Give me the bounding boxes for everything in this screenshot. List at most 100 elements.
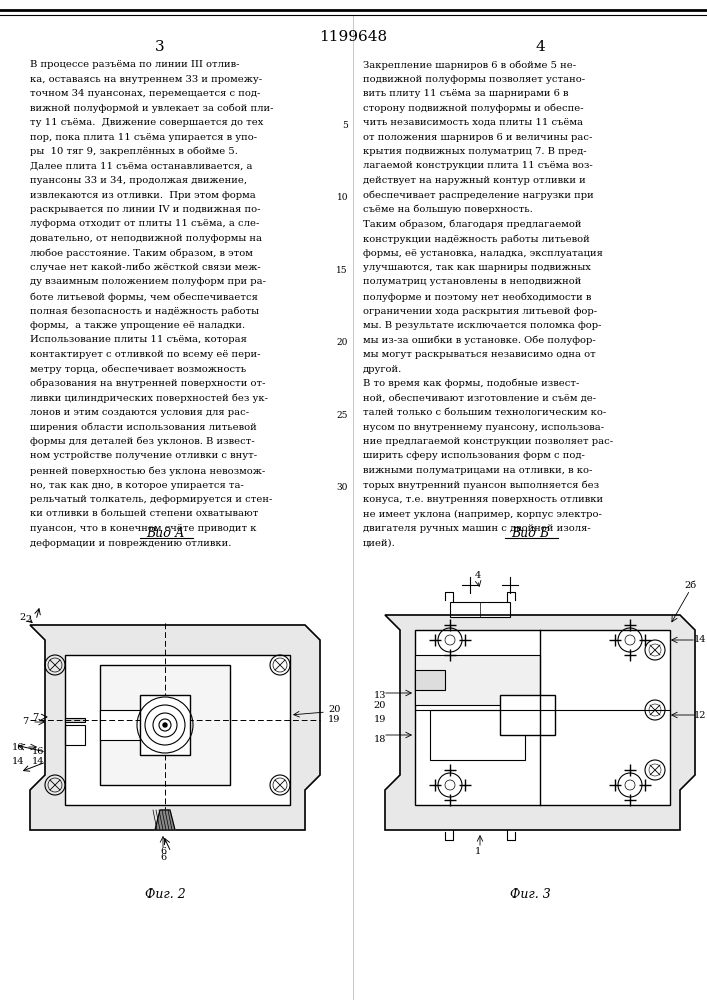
- Bar: [140, 695, 190, 755]
- Text: 6: 6: [160, 852, 166, 861]
- Text: но, так как дно, в которое упирается та-: но, так как дно, в которое упирается та-: [30, 481, 244, 489]
- Text: луформа отходит от плиты 11 съёма, а сле-: луформа отходит от плиты 11 съёма, а сле…: [30, 220, 259, 229]
- Polygon shape: [30, 625, 320, 830]
- Text: чить независимость хода плиты 11 съёма: чить независимость хода плиты 11 съёма: [363, 118, 583, 127]
- Text: нусом по внутреннему пуансону, использова-: нусом по внутреннему пуансону, использов…: [363, 422, 604, 432]
- Text: рельчатый толкатель, деформируется и стен-: рельчатый толкатель, деформируется и сте…: [30, 495, 272, 504]
- Text: 14: 14: [32, 758, 45, 766]
- Bar: [500, 695, 555, 735]
- Text: Фиг. 3: Фиг. 3: [510, 888, 550, 902]
- Text: Таким образом, благодаря предлагаемой: Таким образом, благодаря предлагаемой: [363, 220, 581, 229]
- Text: 20: 20: [328, 706, 340, 714]
- Text: В процессе разъёма по линии III отлив-: В процессе разъёма по линии III отлив-: [30, 60, 240, 69]
- Text: 16: 16: [32, 748, 44, 756]
- Bar: [415, 655, 540, 705]
- Bar: [100, 710, 140, 740]
- Text: ки отливки в большей степени охватывают: ки отливки в большей степени охватывают: [30, 510, 258, 518]
- Text: двигателя ручных машин с двойной изоля-: двигателя ручных машин с двойной изоля-: [363, 524, 591, 533]
- Text: формы для деталей без уклонов. В извест-: формы для деталей без уклонов. В извест-: [30, 437, 255, 446]
- Text: вить плиту 11 съёма за шарнирами 6 в: вить плиту 11 съёма за шарнирами 6 в: [363, 89, 568, 98]
- Text: 12: 12: [694, 710, 706, 720]
- Text: 20: 20: [337, 338, 348, 347]
- Text: Фиг. 2: Фиг. 2: [145, 888, 185, 902]
- Text: пор, пока плита 11 съёма упирается в упо-: пор, пока плита 11 съёма упирается в упо…: [30, 132, 257, 141]
- Text: ном устройстве получение отливки с внут-: ном устройстве получение отливки с внут-: [30, 452, 257, 460]
- Text: Закрепление шарниров 6 в обойме 5 не-: Закрепление шарниров 6 в обойме 5 не-: [363, 60, 576, 70]
- Text: 15: 15: [337, 266, 348, 275]
- Text: полуформе и поэтому нет необходимости в: полуформе и поэтому нет необходимости в: [363, 292, 591, 302]
- Text: ту 11 съёма.  Движение совершается до тех: ту 11 съёма. Движение совершается до тех: [30, 118, 264, 127]
- Text: деформации и повреждению отливки.: деформации и повреждению отливки.: [30, 538, 231, 548]
- Text: полная безопасность и надёжность работы: полная безопасность и надёжность работы: [30, 306, 259, 316]
- Text: метру торца, обеспечивает возможность: метру торца, обеспечивает возможность: [30, 364, 246, 374]
- Text: 2: 2: [19, 612, 25, 621]
- Bar: [65, 725, 85, 745]
- Text: конуса, т.е. внутренняя поверхность отливки: конуса, т.е. внутренняя поверхность отли…: [363, 495, 603, 504]
- Text: образования на внутренней поверхности от-: образования на внутренней поверхности от…: [30, 379, 266, 388]
- Text: улучшаются, так как шарниры подвижных: улучшаются, так как шарниры подвижных: [363, 263, 591, 272]
- Bar: [430, 710, 525, 760]
- Text: 19: 19: [328, 716, 340, 724]
- Text: 18: 18: [374, 736, 386, 744]
- Text: 13: 13: [374, 690, 386, 700]
- Text: формы,  а также упрощение её наладки.: формы, а также упрощение её наладки.: [30, 321, 245, 330]
- Text: 16: 16: [12, 742, 24, 752]
- Text: 7: 7: [22, 718, 28, 726]
- Text: другой.: другой.: [363, 364, 402, 373]
- Text: 7: 7: [32, 712, 38, 722]
- Text: ограничении хода раскрытия литьевой фор-: ограничении хода раскрытия литьевой фор-: [363, 306, 597, 316]
- Text: Вид А: Вид А: [146, 527, 185, 540]
- Text: формы, её установка, наладка, эксплуатация: формы, её установка, наладка, эксплуатац…: [363, 248, 603, 257]
- Bar: [415, 670, 445, 690]
- Text: ширить сферу использования форм с под-: ширить сферу использования форм с под-: [363, 452, 585, 460]
- Text: вижной полуформой и увлекает за собой пли-: вижной полуформой и увлекает за собой пл…: [30, 104, 274, 113]
- Text: 14: 14: [694, 636, 706, 645]
- Text: 4: 4: [475, 570, 481, 580]
- Text: В то время как формы, подобные извест-: В то время как формы, подобные извест-: [363, 379, 579, 388]
- Text: пуансоны 33 и 34, продолжая движение,: пуансоны 33 и 34, продолжая движение,: [30, 176, 247, 185]
- Text: боте литьевой формы, чем обеспечивается: боте литьевой формы, чем обеспечивается: [30, 292, 258, 302]
- Text: лонов и этим создаются условия для рас-: лонов и этим создаются условия для рас-: [30, 408, 249, 417]
- Text: Вид Б: Вид Б: [511, 527, 549, 540]
- Text: 4: 4: [535, 40, 545, 54]
- Text: мы. В результате исключается поломка фор-: мы. В результате исключается поломка фор…: [363, 321, 602, 330]
- Polygon shape: [385, 615, 695, 830]
- Bar: [65, 655, 290, 805]
- Text: крытия подвижных полуматриц 7. В пред-: крытия подвижных полуматриц 7. В пред-: [363, 147, 587, 156]
- Text: мы из-за ошибки в установке. Обе полуфор-: мы из-за ошибки в установке. Обе полуфор…: [363, 336, 596, 345]
- Text: ренней поверхностью без уклона невозмож-: ренней поверхностью без уклона невозмож-: [30, 466, 265, 476]
- Text: обеспечивает распределение нагрузки при: обеспечивает распределение нагрузки при: [363, 190, 594, 200]
- Text: любое расстояние. Таким образом, в этом: любое расстояние. Таким образом, в этом: [30, 248, 253, 258]
- Bar: [415, 630, 670, 805]
- Text: 1199648: 1199648: [319, 30, 387, 44]
- Text: ду взаимным положением полуформ при ра-: ду взаимным положением полуформ при ра-: [30, 277, 266, 286]
- Text: 19: 19: [374, 716, 386, 724]
- Text: мы могут раскрываться независимо одна от: мы могут раскрываться независимо одна от: [363, 350, 596, 359]
- Text: полуматриц установлены в неподвижной: полуматриц установлены в неподвижной: [363, 277, 581, 286]
- Text: 5: 5: [342, 121, 348, 130]
- Text: 10: 10: [337, 193, 348, 202]
- Bar: [450, 602, 510, 617]
- Text: ка, оставаясь на внутреннем 33 и промежу-: ка, оставаясь на внутреннем 33 и промежу…: [30, 75, 262, 84]
- Text: сторону подвижной полуформы и обеспе-: сторону подвижной полуформы и обеспе-: [363, 104, 583, 113]
- Text: вижными полуматрицами на отливки, в ко-: вижными полуматрицами на отливки, в ко-: [363, 466, 592, 475]
- Text: лагаемой конструкции плита 11 съёма воз-: лагаемой конструкции плита 11 съёма воз-: [363, 161, 592, 170]
- Text: 6: 6: [160, 848, 166, 856]
- Text: ние предлагаемой конструкции позволяет рас-: ние предлагаемой конструкции позволяет р…: [363, 437, 613, 446]
- Text: случае нет какой-либо жёсткой связи меж-: случае нет какой-либо жёсткой связи меж-: [30, 263, 261, 272]
- Text: 2: 2: [25, 615, 31, 624]
- Text: конструкции надёжность работы литьевой: конструкции надёжность работы литьевой: [363, 234, 590, 243]
- Text: 2б: 2б: [684, 580, 696, 589]
- Text: ры  10 тяг 9, закреплённых в обойме 5.: ры 10 тяг 9, закреплённых в обойме 5.: [30, 147, 238, 156]
- Text: не имеет уклона (например, корпус электро-: не имеет уклона (например, корпус электр…: [363, 510, 602, 519]
- Polygon shape: [155, 810, 175, 830]
- Text: 25: 25: [337, 411, 348, 420]
- Text: съёме на большую поверхность.: съёме на большую поверхность.: [363, 205, 533, 215]
- Text: подвижной полуформы позволяет устано-: подвижной полуформы позволяет устано-: [363, 75, 585, 84]
- Text: 30: 30: [337, 483, 348, 492]
- Text: ной, обеспечивают изготовление и съём де-: ной, обеспечивают изготовление и съём де…: [363, 393, 596, 402]
- Text: от положения шарниров 6 и величины рас-: от положения шарниров 6 и величины рас-: [363, 132, 592, 141]
- Text: действует на наружный контур отливки и: действует на наружный контур отливки и: [363, 176, 586, 185]
- Bar: [65, 718, 85, 722]
- Bar: [100, 665, 230, 785]
